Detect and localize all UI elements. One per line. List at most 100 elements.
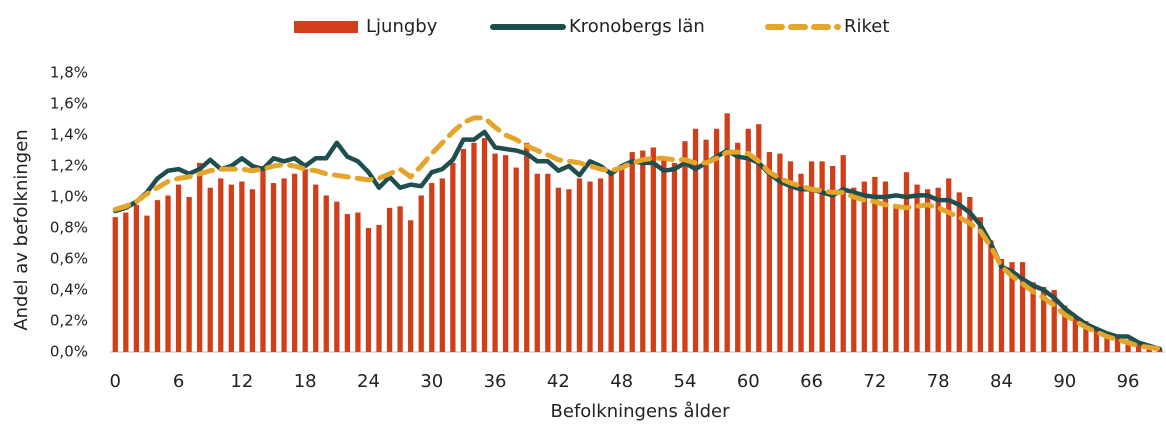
bar	[1019, 262, 1026, 352]
bar	[376, 224, 382, 352]
y-tick-label: 1,4%	[50, 126, 88, 144]
bar	[144, 215, 150, 352]
bar	[640, 150, 646, 352]
bar	[956, 192, 962, 352]
y-tick-label: 0,2%	[50, 312, 88, 330]
bar	[872, 176, 878, 352]
bar	[861, 181, 867, 352]
bar	[756, 124, 762, 353]
x-tick-label: 42	[547, 371, 570, 392]
bar	[175, 184, 182, 352]
bar	[914, 184, 920, 352]
x-tick-label: 96	[1117, 371, 1140, 392]
bar	[112, 217, 118, 352]
bar	[787, 161, 794, 352]
bar	[619, 166, 625, 352]
bar	[545, 173, 551, 352]
bar	[703, 139, 709, 352]
bar	[935, 187, 941, 352]
bar	[1062, 305, 1068, 352]
x-tick-label: 0	[110, 371, 121, 392]
bar	[471, 142, 477, 352]
bar	[218, 178, 224, 352]
x-tick-label: 12	[230, 371, 253, 392]
bar	[671, 162, 678, 352]
bar	[713, 128, 720, 352]
x-tick-label: 24	[357, 371, 380, 392]
bar	[1009, 262, 1015, 352]
bar	[492, 153, 498, 352]
bar	[587, 181, 593, 352]
bar	[998, 259, 1005, 352]
bar	[123, 212, 129, 352]
bar	[365, 228, 372, 352]
bar	[408, 220, 414, 352]
bar	[1051, 290, 1057, 352]
bar	[270, 183, 277, 352]
bar	[566, 189, 572, 352]
bar	[967, 197, 973, 352]
bar	[798, 173, 804, 352]
x-tick-label: 90	[1053, 371, 1076, 392]
bar	[429, 183, 435, 352]
bar	[840, 155, 846, 352]
bar	[397, 206, 403, 352]
bar	[450, 162, 456, 352]
bar	[291, 173, 298, 352]
bar	[1114, 336, 1121, 352]
bar	[1083, 321, 1089, 352]
bar	[313, 184, 319, 352]
bar	[249, 189, 256, 352]
bar	[830, 166, 836, 352]
y-tick-label: 0,6%	[50, 250, 88, 268]
bar	[154, 200, 161, 352]
bar	[893, 204, 899, 352]
x-tick-label: 78	[927, 371, 950, 392]
bar	[207, 187, 213, 352]
bar	[524, 142, 530, 352]
bar	[197, 162, 203, 352]
y-tick-label: 1,0%	[50, 188, 88, 206]
bar	[334, 201, 340, 352]
bar	[186, 197, 192, 352]
bar	[924, 189, 931, 352]
bar	[344, 214, 351, 352]
x-tick-label: 84	[990, 371, 1013, 392]
bar	[851, 187, 857, 352]
line-series	[112, 115, 1163, 352]
legend-swatch	[294, 21, 358, 33]
bar	[946, 178, 952, 352]
bar	[165, 195, 171, 352]
bar	[977, 217, 984, 352]
legend-label: Riket	[844, 16, 889, 37]
x-tick-label: 54	[674, 371, 697, 392]
bar	[1135, 344, 1142, 352]
bar	[302, 169, 308, 352]
bar	[629, 152, 635, 352]
x-tick-label: 6	[173, 371, 184, 392]
bar	[1125, 339, 1131, 352]
bar	[1093, 328, 1100, 352]
bar	[988, 240, 994, 352]
bar	[745, 128, 751, 352]
bar	[1030, 282, 1036, 352]
bar	[808, 161, 815, 352]
bar	[281, 178, 287, 352]
x-axis-label: Befolkningens ålder	[551, 401, 731, 422]
x-tick-label: 48	[610, 371, 633, 392]
legend-label: Kronobergs län	[569, 16, 705, 37]
bar	[239, 181, 245, 352]
bar	[513, 167, 519, 352]
bar	[692, 128, 699, 352]
bar	[682, 141, 688, 352]
bar	[133, 204, 140, 352]
bar	[1072, 317, 1078, 352]
bar	[439, 178, 445, 352]
bar	[418, 195, 424, 352]
x-tick-label: 72	[863, 371, 886, 392]
y-tick-label: 1,8%	[50, 64, 88, 82]
x-tick-label: 60	[737, 371, 760, 392]
bar	[735, 142, 741, 352]
y-tick-label: 0,8%	[50, 219, 88, 237]
